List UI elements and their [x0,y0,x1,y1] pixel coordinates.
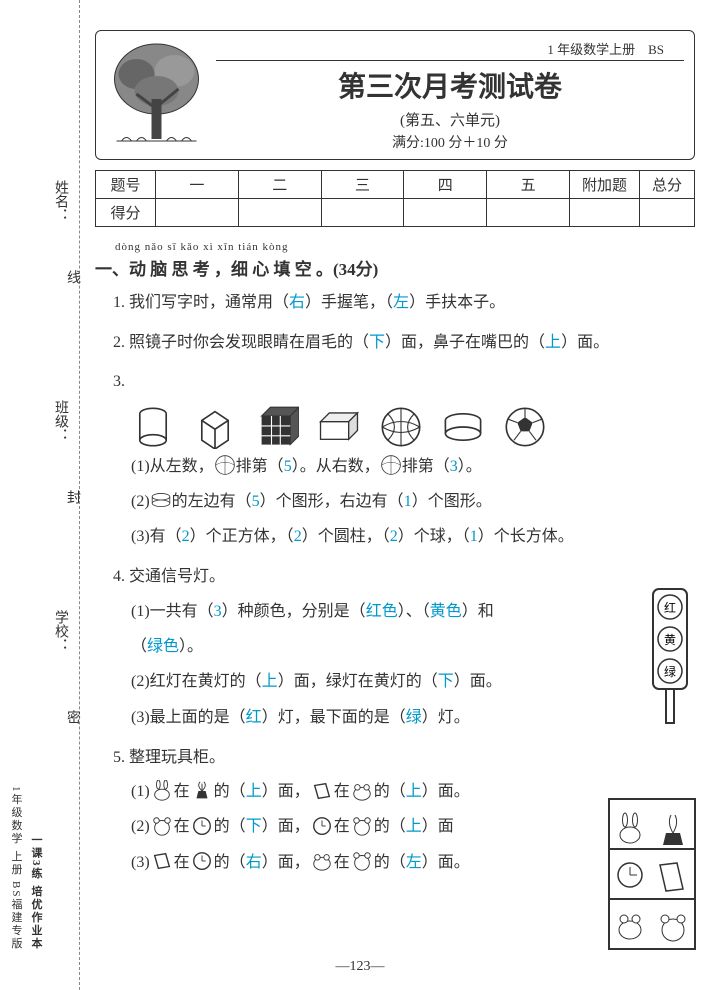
svg-text:黄: 黄 [664,633,676,647]
plant-icon [190,780,214,802]
cylinder-icon [131,405,175,449]
question-5-label: 5. 整理玩具柜。 [113,741,695,775]
answer: 下 [369,334,385,351]
bear-icon [350,815,374,837]
toy-shelf-icon [605,795,700,955]
q4-sub1: (1)一共有（3）种颜色，分别是（红色）、（黄色）和 （绿色）。 [131,594,695,664]
full-score: 满分:100 分＋10 分 [216,132,684,152]
exam-subtitle: (第五、六单元) [216,109,684,130]
question-4-label: 4. 交通信号灯。 [113,560,695,594]
soccer-ball-icon [503,405,547,449]
q4-sub3: (3)最上面的是（红）灯，最下面的是（绿）灯。 [131,700,695,735]
exam-title: 第三次月考测试卷 [216,65,684,105]
class-label: 班级： [50,400,70,442]
q3-sub3: (3)有（2）个正方体，（2）个圆柱，（2）个球，（1）个长方体。 [131,519,695,554]
question-3-label: 3. [113,365,695,399]
q3-sub2: (2)的左边有（5）个图形，右边有（1）个图形。 [131,484,695,519]
rubiks-cube-icon [255,405,299,449]
mark-secret: 密 [62,710,82,724]
mark-seal: 封 [62,490,82,504]
edition-vertical: 1年级数学 上册 BS福建专版 [8,786,24,950]
q4-sub2: (2)红灯在黄灯的（上）面，绿灯在黄灯的（下）面。 [131,664,695,699]
answer: 左 [393,294,409,311]
question-1: 1. 我们写字时，通常用（右）手握笔，（左）手扶本子。 [113,286,695,320]
q3-sub1: (1)从左数，排第（5）。从右数，排第（3）。 [131,449,695,484]
svg-text:绿: 绿 [664,664,676,679]
main-content: 1 年级数学上册 BS 第三次月考测试卷 (第五、六单元) 满分:100 分＋1… [95,30,695,880]
basketball-icon [214,454,236,476]
shape-row [131,405,695,449]
frog-icon [350,780,374,802]
svg-text:红: 红 [664,600,676,615]
binding-sidebar: 姓名： 线 班级： 封 学校： 密 1年级数学 上册 BS福建专版 一课3练 培… [0,0,80,990]
header-box: 1 年级数学上册 BS 第三次月考测试卷 (第五、六单元) 满分:100 分＋1… [95,30,695,160]
book-icon [150,850,174,872]
cuboid-icon [317,405,361,449]
table-row: 题号 一 二 三 四 五 附加题 总分 [96,171,695,199]
mark-line: 线 [62,270,82,284]
tree-icon [104,39,209,149]
cube-icon [193,405,237,449]
basketball-icon [379,405,423,449]
frog-icon [310,850,334,872]
short-cylinder-icon [150,489,172,511]
school-label: 学校： [50,610,70,652]
answer: 上 [545,334,561,351]
logo-vertical: 一课3练 培优作业本 [28,834,44,950]
short-cylinder-icon [441,405,485,449]
clock-icon [310,815,334,837]
page-number: —123— [0,959,720,975]
clock-icon [190,815,214,837]
section-title: 一、动 脑 思 考 ，细 心 填 空 。(34分) [95,255,695,280]
basketball-icon [380,454,402,476]
book-icon [310,780,334,802]
grade-label: 1 年级数学上册 BS [216,39,684,61]
question-2: 2. 照镜子时你会发现眼睛在眉毛的（下）面，鼻子在嘴巴的（上）面。 [113,326,695,360]
rabbit-icon [150,780,174,802]
name-label: 姓名： [50,180,70,222]
section-pinyin: dòng nǎo sī kǎo xì xīn tián kòng [115,241,695,253]
bear-icon [150,815,174,837]
table-row: 得分 [96,199,695,227]
clock-icon [190,850,214,872]
bear-icon [350,850,374,872]
score-table: 题号 一 二 三 四 五 附加题 总分 得分 [95,170,695,227]
traffic-light-icon: 红 黄 绿 [645,585,695,725]
answer: 右 [289,294,305,311]
